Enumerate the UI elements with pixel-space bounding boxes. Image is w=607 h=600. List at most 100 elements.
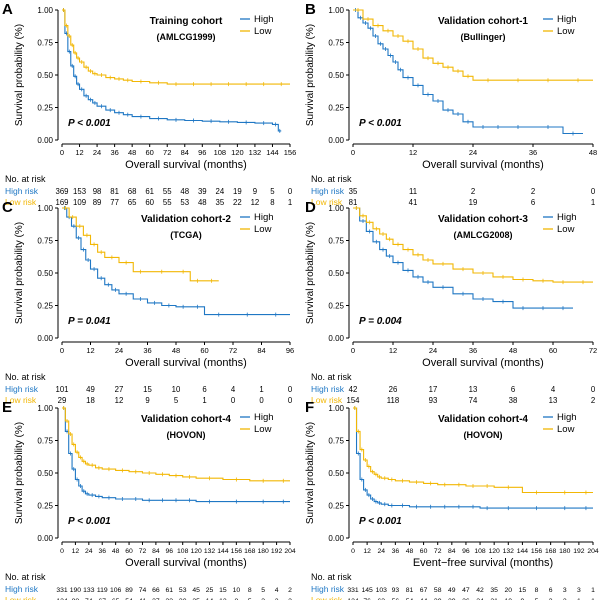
- risk-count: 6: [549, 587, 553, 594]
- risk-count: 55: [163, 198, 172, 207]
- risk-count: 119: [97, 587, 108, 594]
- risk-count: 93: [392, 587, 400, 594]
- x-tick-label: 12: [86, 346, 94, 355]
- risk-count: 6: [531, 198, 535, 207]
- x-tick-label: 132: [503, 548, 515, 555]
- x-tick-label: 144: [517, 548, 529, 555]
- risk-count: 3: [261, 598, 265, 600]
- risk-count: 331: [347, 587, 359, 594]
- x-tick-label: 84: [448, 548, 456, 555]
- risk-count: 106: [110, 587, 122, 594]
- y-tick-label: 0.75: [328, 437, 344, 446]
- risk-count: 2: [563, 598, 567, 600]
- x-tick-label: 12: [363, 548, 371, 555]
- x-tick-label: 36: [529, 148, 537, 157]
- risk-count: 145: [361, 587, 373, 594]
- legend-label: Low: [254, 26, 272, 37]
- x-tick-label: 132: [249, 148, 262, 157]
- risk-count: 19: [469, 198, 478, 207]
- x-tick-label: 48: [172, 346, 180, 355]
- p-value: P = 0.004: [359, 316, 402, 327]
- risk-count: 25: [206, 587, 214, 594]
- x-tick-label: 108: [214, 148, 227, 157]
- risk-table-label: No. at risk: [311, 372, 352, 382]
- panel-letter: F: [305, 399, 314, 416]
- risk-count: 21: [490, 598, 498, 600]
- x-tick-label: 12: [75, 148, 83, 157]
- y-tick-label: 0.25: [37, 302, 53, 311]
- chart-title: Validation cohort-1: [438, 16, 528, 27]
- risk-count: 53: [180, 198, 189, 207]
- x-tick-label: 72: [589, 346, 597, 355]
- y-tick-label: 0.50: [37, 269, 53, 278]
- risk-row-label: High risk: [311, 584, 345, 594]
- x-tick-label: 72: [139, 548, 147, 555]
- risk-count: 118: [387, 396, 399, 405]
- risk-count: 47: [462, 587, 470, 594]
- legend-label: Low: [557, 224, 575, 235]
- chart-title: Validation cohort-2: [141, 214, 231, 225]
- risk-table-label: No. at risk: [5, 174, 46, 184]
- risk-count: 49: [448, 587, 456, 594]
- risk-count: 30: [179, 598, 187, 600]
- risk-row-label: High risk: [311, 186, 345, 196]
- legend-label: High: [254, 14, 274, 25]
- risk-count: 0: [288, 385, 293, 394]
- x-tick-label: 36: [143, 346, 151, 355]
- y-tick-label: 0.00: [37, 136, 53, 145]
- risk-count: 169: [55, 198, 68, 207]
- risk-row-label: Low risk: [5, 197, 37, 207]
- risk-count: 3: [549, 598, 553, 600]
- risk-count: 2: [275, 598, 279, 600]
- risk-count: 4: [551, 385, 556, 394]
- risk-count: 11: [409, 187, 417, 196]
- risk-count: 17: [429, 385, 438, 394]
- x-tick-label: 36: [392, 548, 400, 555]
- risk-count: 67: [420, 587, 428, 594]
- p-value: P < 0.001: [359, 516, 402, 527]
- x-tick-label: 12: [409, 148, 417, 157]
- risk-count: 1: [202, 396, 206, 405]
- x-tick-label: 156: [284, 148, 297, 157]
- legend-label: Low: [254, 224, 272, 235]
- risk-count: 0: [288, 396, 293, 405]
- risk-count: 81: [110, 187, 119, 196]
- risk-count: 98: [93, 187, 102, 196]
- y-tick-label: 1.00: [37, 204, 53, 213]
- panel-letter: C: [2, 199, 13, 216]
- y-axis-label: Survival probability (%): [305, 222, 316, 324]
- risk-count: 5: [535, 598, 539, 600]
- risk-count: 4: [275, 587, 279, 594]
- y-axis-label: Survival probability (%): [14, 422, 25, 524]
- risk-table-label: No. at risk: [311, 174, 352, 184]
- risk-count: 77: [110, 198, 119, 207]
- km-curve-high: [353, 207, 573, 309]
- x-tick-label: 24: [93, 148, 101, 157]
- risk-count: 26: [462, 598, 470, 600]
- x-tick-label: 120: [489, 548, 501, 555]
- risk-count: 0: [259, 396, 264, 405]
- chart-title: Validation cohort-4: [438, 414, 528, 425]
- y-tick-label: 1.00: [37, 404, 53, 413]
- legend-label: Low: [254, 424, 272, 435]
- y-tick-label: 0.50: [328, 469, 344, 478]
- x-tick-label: 132: [204, 548, 216, 555]
- x-tick-label: 48: [128, 148, 136, 157]
- y-tick-label: 0.00: [37, 334, 53, 343]
- risk-count: 42: [476, 587, 484, 594]
- risk-count: 56: [392, 598, 400, 600]
- y-tick-label: 0.25: [328, 302, 344, 311]
- risk-count: 39: [434, 598, 442, 600]
- x-tick-label: 60: [200, 346, 208, 355]
- risk-count: 19: [233, 187, 242, 196]
- x-tick-label: 0: [351, 346, 355, 355]
- x-tick-label: 72: [229, 346, 237, 355]
- chart-subtitle: (HOVON): [464, 430, 503, 440]
- risk-row-label: Low risk: [311, 395, 343, 405]
- legend-label: High: [557, 212, 577, 223]
- legend-label: High: [557, 14, 577, 25]
- x-tick-label: 144: [217, 548, 229, 555]
- y-axis-label: Survival probability (%): [305, 422, 316, 524]
- risk-count: 10: [172, 385, 181, 394]
- risk-row-label: Low risk: [311, 595, 343, 600]
